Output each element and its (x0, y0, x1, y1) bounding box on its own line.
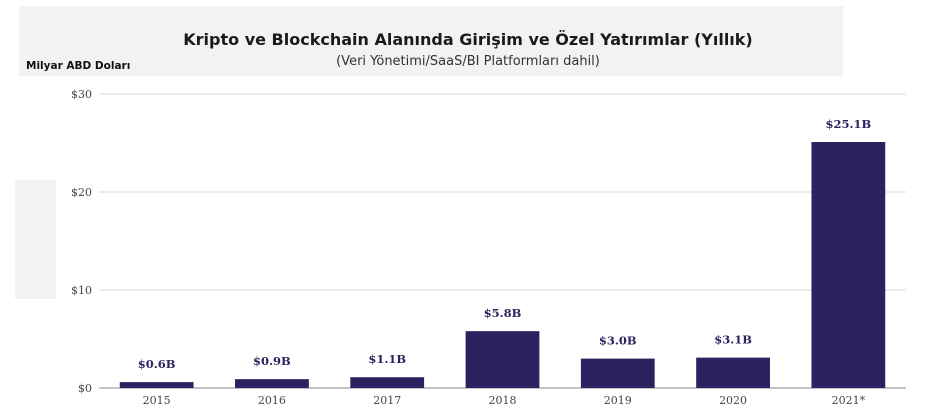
x-tick-label: 2017 (373, 394, 401, 407)
gridlines (99, 93, 906, 389)
bar-2021 (811, 142, 886, 388)
x-axis-ticks: 2015 2016 2017 2018 2019 2020 2021* (143, 394, 866, 407)
data-label: $25.1B (825, 117, 871, 131)
y-axis-unit-label: Milyar ABD Doları (26, 60, 131, 72)
bar-2020 (696, 357, 770, 388)
bar-2017 (350, 377, 425, 388)
x-tick-label: 2015 (143, 394, 171, 407)
data-label: $0.9B (253, 354, 291, 368)
data-label: $0.6B (138, 357, 176, 371)
y-tick-label: $0 (78, 382, 92, 395)
bars (119, 142, 886, 388)
x-tick-label: 2018 (489, 394, 517, 407)
x-tick-label: 2020 (719, 394, 747, 407)
bar-2016 (235, 379, 309, 388)
y-tick-label: $20 (71, 186, 92, 199)
x-tick-label: 2021* (832, 394, 866, 407)
y-tick-label: $10 (71, 284, 92, 297)
y-axis-ticks: $0 $10 $20 $30 (71, 88, 92, 395)
y-tick-label: $30 (71, 88, 92, 101)
bar-2015 (119, 382, 194, 388)
x-tick-label: 2016 (258, 394, 286, 407)
chart-subtitle: (Veri Yönetimi/SaaS/BI Platformları dahi… (336, 54, 600, 69)
chart-title: Kripto ve Blockchain Alanında Girişim ve… (183, 30, 753, 49)
header-band (19, 6, 843, 76)
bar-2018 (465, 331, 540, 388)
bar-2019 (580, 358, 655, 388)
data-label: $5.8B (484, 306, 522, 320)
side-block (15, 180, 56, 299)
data-labels: $0.6B $0.9B $1.1B $5.8B $3.0B $3.1B $25.1B (138, 117, 872, 371)
data-label: $3.0B (599, 334, 637, 348)
x-tick-label: 2019 (604, 394, 632, 407)
data-label: $1.1B (368, 352, 406, 366)
data-label: $3.1B (714, 333, 752, 347)
